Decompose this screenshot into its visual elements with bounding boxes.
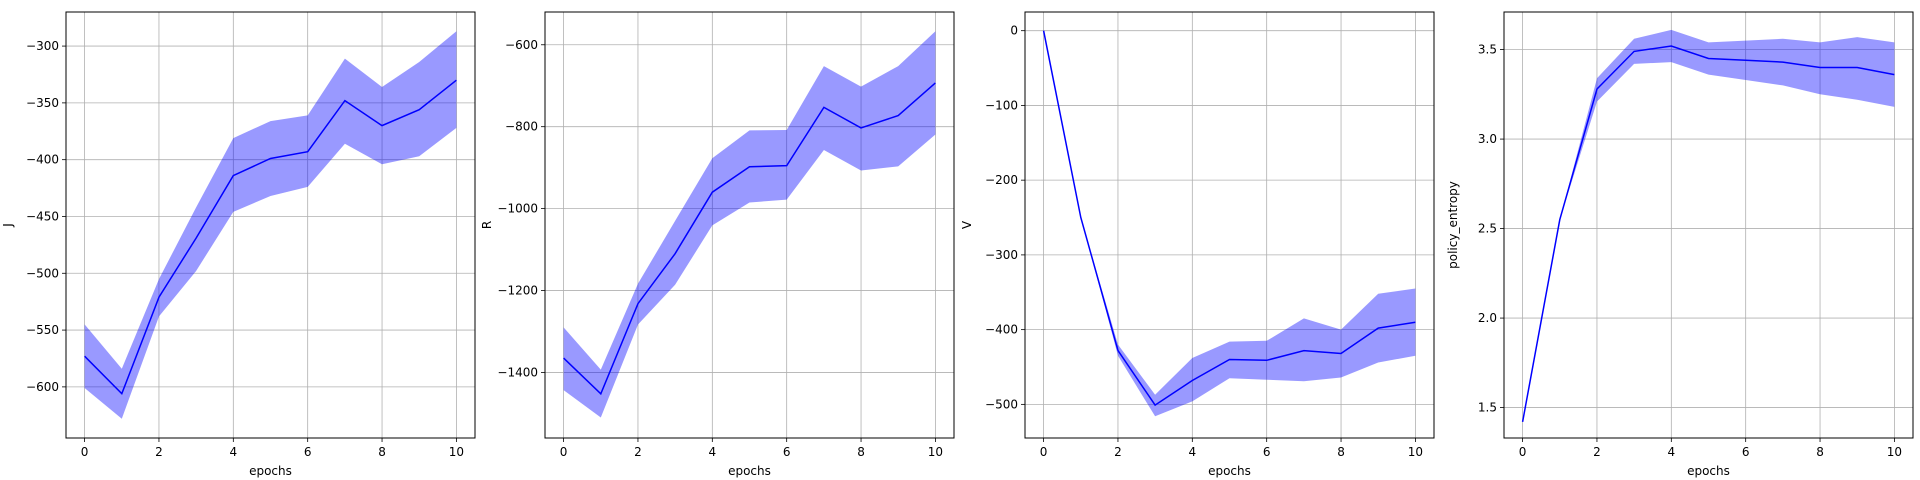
confidence-band (563, 31, 936, 418)
x-axis-label: epochs (1687, 464, 1730, 478)
x-tick-label: 4 (229, 445, 237, 459)
mean-line (563, 82, 936, 396)
y-tick-label: −600 (26, 380, 59, 394)
x-tick-label: 0 (1040, 445, 1048, 459)
grid (1025, 12, 1434, 438)
confidence-band (1522, 29, 1895, 422)
y-tick-label: −300 (985, 248, 1018, 262)
plot-panel-1: 0 2 4 6 8 10 −600 −550 −500 −450 −400 −350 −300 epoch… (1, 11, 476, 478)
x-tick-label: 2 (1114, 445, 1122, 459)
y-tick-label: −300 (26, 39, 59, 53)
plot-panel-2: 0 2 4 6 8 10 −1400 −1200 −1000 −800 −600 epochs R (480, 11, 955, 478)
y-tick-label: −400 (26, 153, 59, 167)
y-tick-label: −100 (985, 98, 1018, 112)
x-tick-label: 6 (783, 445, 791, 459)
y-tick-label: 3.5 (1478, 43, 1497, 57)
y-axis-label: policy_entropy (1446, 181, 1460, 269)
confidence-band (84, 31, 457, 419)
plot-panel-3: 0 2 4 6 8 10 0 −100 −200 −300 −400 −500 epochs V (960, 11, 1435, 478)
y-tick-label: −550 (26, 323, 59, 337)
x-axis-label: epochs (1208, 464, 1251, 478)
mean-line (1042, 30, 1416, 407)
x-tick-label: 6 (1742, 445, 1750, 459)
y-tick-label: −800 (505, 120, 538, 134)
y-tick-label: −500 (26, 266, 59, 280)
y-axis-label: V (960, 220, 974, 229)
x-tick-label: 8 (378, 445, 386, 459)
grid (1504, 12, 1913, 438)
x-tick-label: 4 (1188, 445, 1196, 459)
axes-frame (1503, 11, 1914, 439)
x-tick-label: 8 (1337, 445, 1345, 459)
x-tick-label: 2 (1593, 445, 1601, 459)
x-tick-label: 4 (1667, 445, 1675, 459)
y-tick-label: −500 (985, 397, 1018, 411)
x-tick-label: 2 (634, 445, 642, 459)
y-axis-label: R (480, 221, 494, 229)
y-tick-label: −1200 (497, 284, 538, 298)
x-tick-label: 0 (560, 445, 568, 459)
confidence-band (1043, 30, 1416, 417)
axes-frame (544, 11, 955, 439)
y-tick-label: −450 (26, 209, 59, 223)
axes-frame (65, 11, 476, 439)
x-tick-label: 0 (81, 445, 89, 459)
x-tick-label: 6 (304, 445, 312, 459)
y-tick-label: −200 (985, 173, 1018, 187)
grid (66, 12, 475, 438)
mean-line (84, 79, 457, 396)
axes-frame (1024, 11, 1435, 439)
x-tick-label: 10 (1408, 445, 1423, 459)
y-tick-label: −600 (505, 38, 538, 52)
y-axis-label: J (1, 223, 15, 228)
x-tick-label: 10 (449, 445, 464, 459)
x-tick-label: 4 (708, 445, 716, 459)
y-tick-label: 3.0 (1478, 132, 1497, 146)
y-tick-label: −350 (26, 96, 59, 110)
x-tick-label: 8 (857, 445, 865, 459)
plot-panel-4: 0 2 4 6 8 10 1.5 2.0 2.5 3.0 3.5 epochs policy_entro… (1446, 11, 1914, 478)
y-tick-label: 1.5 (1478, 401, 1497, 415)
y-tick-label: −1000 (497, 202, 538, 216)
x-axis-label: epochs (249, 464, 292, 478)
x-tick-label: 2 (155, 445, 163, 459)
y-tick-label: 2.0 (1478, 311, 1497, 325)
x-tick-label: 0 (1519, 445, 1527, 459)
y-tick-label: −1400 (497, 365, 538, 379)
x-tick-label: 6 (1263, 445, 1271, 459)
x-tick-label: 10 (1887, 445, 1902, 459)
mean-line (1521, 45, 1895, 423)
y-tick-label: 0 (1010, 24, 1018, 38)
x-tick-label: 10 (928, 445, 943, 459)
y-tick-label: −400 (985, 323, 1018, 337)
y-tick-label: 2.5 (1478, 222, 1497, 236)
x-tick-label: 8 (1816, 445, 1824, 459)
x-axis-label: epochs (728, 464, 771, 478)
